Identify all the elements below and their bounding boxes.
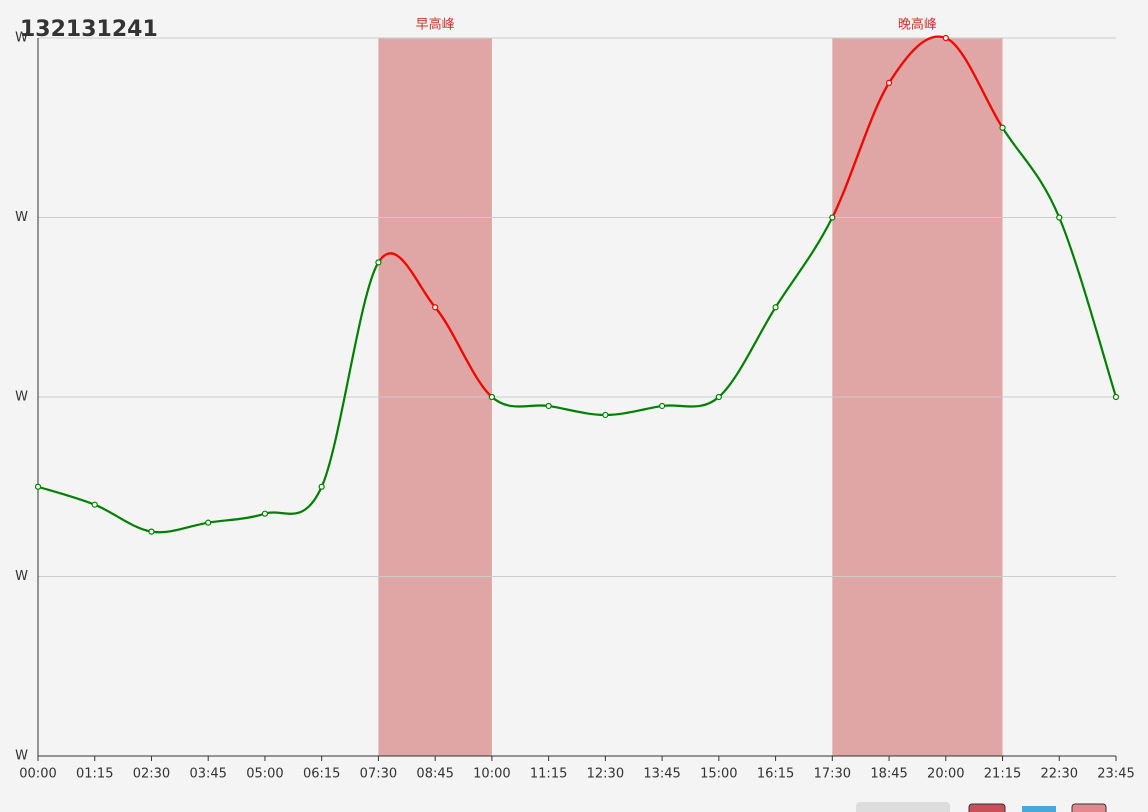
point [205,519,212,526]
point [772,304,779,311]
x-tick-label: 02:30 [133,767,170,782]
mark-area-label: 晚高峰 [898,17,937,33]
point [829,214,836,221]
point [91,501,98,508]
x-tick-label: 03:45 [189,767,226,782]
toolbox-icon[interactable] [968,803,1006,812]
x-tick-label: 00:00 [19,767,56,782]
x-tick-label: 22:30 [1041,767,1078,782]
x-tick-label: 17:30 [814,767,851,782]
x-tick-label: 18:45 [870,767,907,782]
point [34,483,42,490]
point [1112,393,1120,401]
x-tick-label: 23:45 [1097,767,1134,782]
x-tick-label: 08:45 [416,767,453,782]
x-tick-label: 15:00 [700,767,737,782]
mark-area-label: 早高峰 [416,17,455,33]
y-tick-label: W [15,210,28,225]
point [999,124,1006,131]
y-tick-label: W [15,390,28,405]
point [1056,214,1063,221]
x-tick-label: 11:15 [530,767,567,782]
x-tick-label: 21:15 [984,767,1021,782]
point [148,528,155,535]
point [375,259,382,266]
x-tick-label: 16:15 [757,767,794,782]
toolbox-icon[interactable] [1022,806,1056,812]
y-tick-label: W [15,749,28,764]
point [261,510,269,517]
point [432,304,439,311]
x-tick-label: 20:00 [927,767,964,782]
toolbox-icon[interactable] [1071,803,1107,812]
x-tick-label: 12:30 [587,767,624,782]
y-tick-label: W [15,569,28,584]
x-tick-label: 01:15 [76,767,113,782]
x-tick-label: 07:30 [360,767,397,782]
point [318,483,325,490]
point [942,34,949,42]
point [659,402,666,410]
x-tick-label: 06:15 [303,767,340,782]
toolbox-button[interactable] [856,802,950,812]
point [602,411,609,419]
point [545,402,552,410]
x-tick-label: 10:00 [473,767,510,782]
point [488,393,495,401]
x-tick-label: 05:00 [246,767,283,782]
y-tick-label: W [15,31,28,46]
x-tick-label: 13:45 [643,767,680,782]
point [715,393,722,401]
point [885,79,893,86]
